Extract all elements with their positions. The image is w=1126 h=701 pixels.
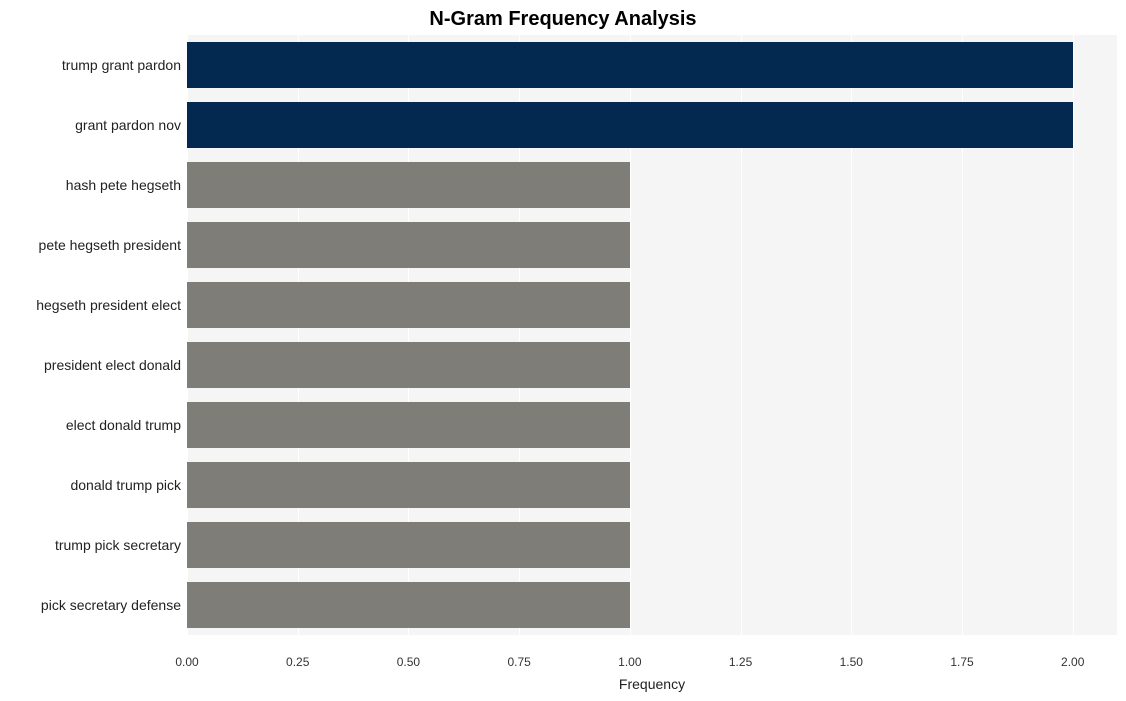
y-axis-label: donald trump pick	[70, 477, 181, 493]
y-axis-label: pick secretary defense	[41, 597, 181, 613]
bar-row	[187, 582, 1117, 629]
bar	[187, 342, 630, 389]
bar	[187, 282, 630, 329]
bar-row	[187, 42, 1117, 89]
bar	[187, 42, 1073, 89]
bar	[187, 222, 630, 269]
ngram-chart: N-Gram Frequency Analysis trump grant pa…	[0, 0, 1126, 701]
y-axis-label: elect donald trump	[66, 417, 181, 433]
y-axis-label: trump pick secretary	[55, 537, 181, 553]
y-axis-labels: trump grant pardon grant pardon nov hash p…	[0, 35, 187, 635]
bar-row	[187, 162, 1117, 209]
bar	[187, 582, 630, 629]
x-tick-label: 0.50	[397, 655, 420, 669]
y-axis-label: pete hegseth president	[39, 237, 181, 253]
x-tick-label: 0.75	[507, 655, 530, 669]
x-tick-label: 0.25	[286, 655, 309, 669]
x-tick-label: 1.75	[950, 655, 973, 669]
y-axis-label: grant pardon nov	[75, 117, 181, 133]
x-tick-label: 1.50	[840, 655, 863, 669]
y-axis-label: hegseth president elect	[36, 297, 181, 313]
bar-row	[187, 402, 1117, 449]
x-tick-label: 1.25	[729, 655, 752, 669]
bar	[187, 162, 630, 209]
bar	[187, 522, 630, 569]
y-axis-label: president elect donald	[44, 357, 181, 373]
bar	[187, 402, 630, 449]
x-axis-title: Frequency	[187, 676, 1117, 692]
x-tick-label: 0.00	[175, 655, 198, 669]
bar-row	[187, 222, 1117, 269]
bar-row	[187, 342, 1117, 389]
bar	[187, 102, 1073, 149]
x-axis-ticks: 0.000.250.500.751.001.251.501.752.00	[187, 655, 1117, 675]
plot-area	[187, 35, 1117, 635]
y-axis-label: trump grant pardon	[62, 57, 181, 73]
x-tick-label: 1.00	[618, 655, 641, 669]
bar-row	[187, 282, 1117, 329]
bar-row	[187, 522, 1117, 569]
bar-row	[187, 102, 1117, 149]
y-axis-label: hash pete hegseth	[66, 177, 181, 193]
chart-title: N-Gram Frequency Analysis	[0, 8, 1126, 31]
bar	[187, 462, 630, 509]
bar-row	[187, 462, 1117, 509]
x-tick-label: 2.00	[1061, 655, 1084, 669]
